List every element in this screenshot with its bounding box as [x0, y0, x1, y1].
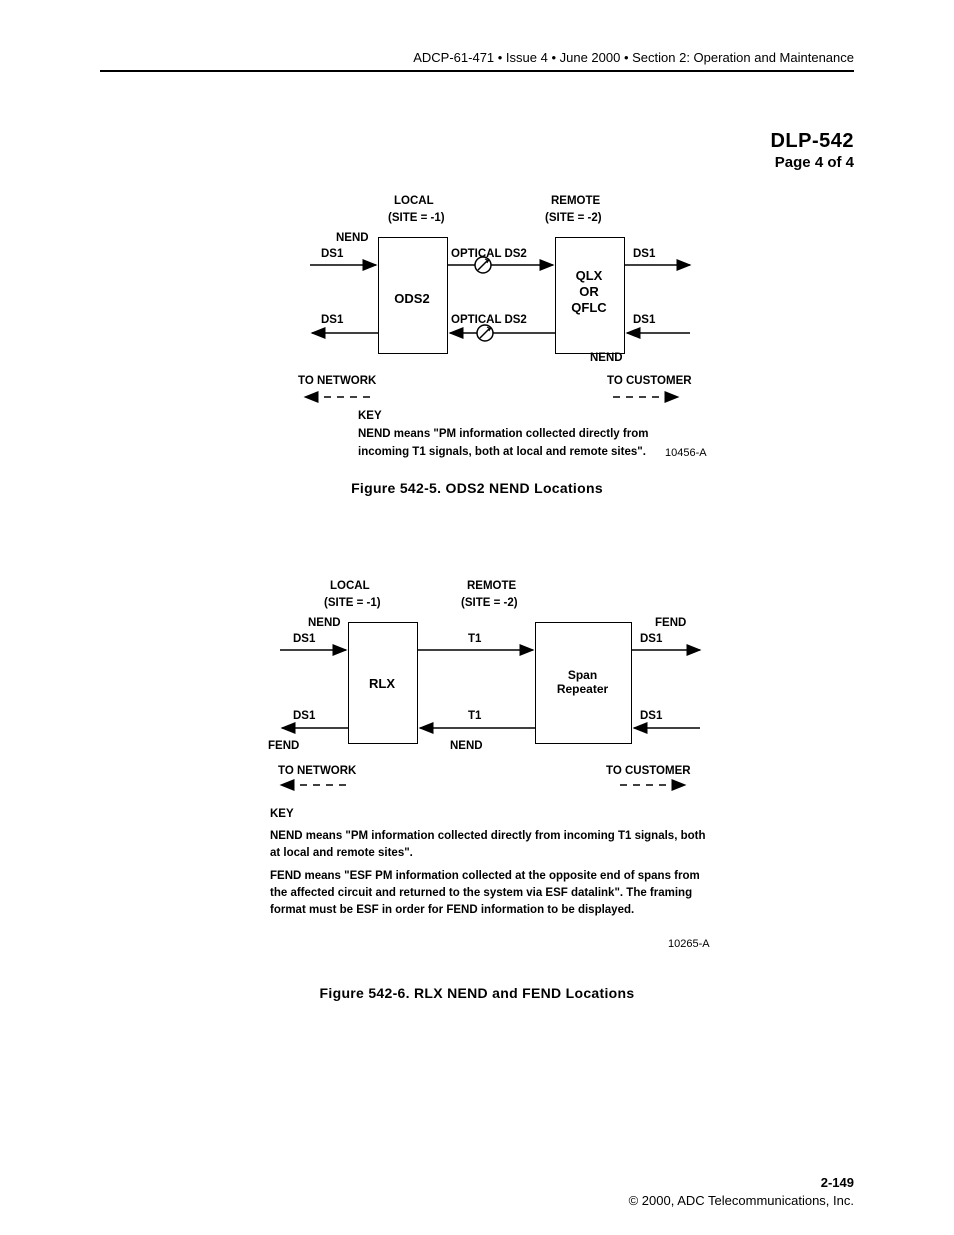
document-page: ADCP-61-471 • Issue 4 • June 2000 • Sect… — [0, 0, 954, 1235]
fig1-arrows — [0, 195, 954, 415]
page-of: Page 4 of 4 — [775, 154, 854, 171]
header-rule — [100, 70, 854, 72]
fig1-key-label: KEY — [358, 410, 382, 422]
fig1-ref: 10456-A — [665, 447, 707, 459]
dlp-number: DLP-542 — [770, 130, 854, 153]
f2-ref: 10265-A — [668, 938, 710, 950]
fig1-key-text1: NEND means "PM information collected dir… — [358, 428, 648, 440]
fig2-arrows — [0, 580, 954, 810]
f2-key-label: KEY — [270, 808, 294, 820]
running-header: ADCP-61-471 • Issue 4 • June 2000 • Sect… — [140, 50, 854, 65]
f2-to-network: TO NETWORK — [278, 765, 356, 777]
f2-to-customer: TO CUSTOMER — [606, 765, 691, 777]
f2-key-p1: NEND means "PM information collected dir… — [270, 828, 716, 862]
footer-page-number: 2-149 — [821, 1175, 854, 1190]
figure-542-5: LOCAL REMOTE (SITE = -1) (SITE = -2) ODS… — [0, 195, 954, 495]
f2-key-p2: FEND means "ESF PM information collected… — [270, 868, 716, 919]
figure-542-6-caption: Figure 542-6. RLX NEND and FEND Location… — [0, 985, 954, 1001]
figure-542-6: LOCAL REMOTE (SITE = -1) (SITE = -2) RLX… — [0, 580, 954, 980]
fig1-key-text2: incoming T1 signals, both at local and r… — [358, 446, 646, 458]
figure-542-5-caption: Figure 542-5. ODS2 NEND Locations — [0, 480, 954, 496]
to-network-label: TO NETWORK — [298, 375, 376, 387]
footer-copyright: © 2000, ADC Telecommunications, Inc. — [629, 1193, 854, 1208]
to-customer-label: TO CUSTOMER — [607, 375, 692, 387]
